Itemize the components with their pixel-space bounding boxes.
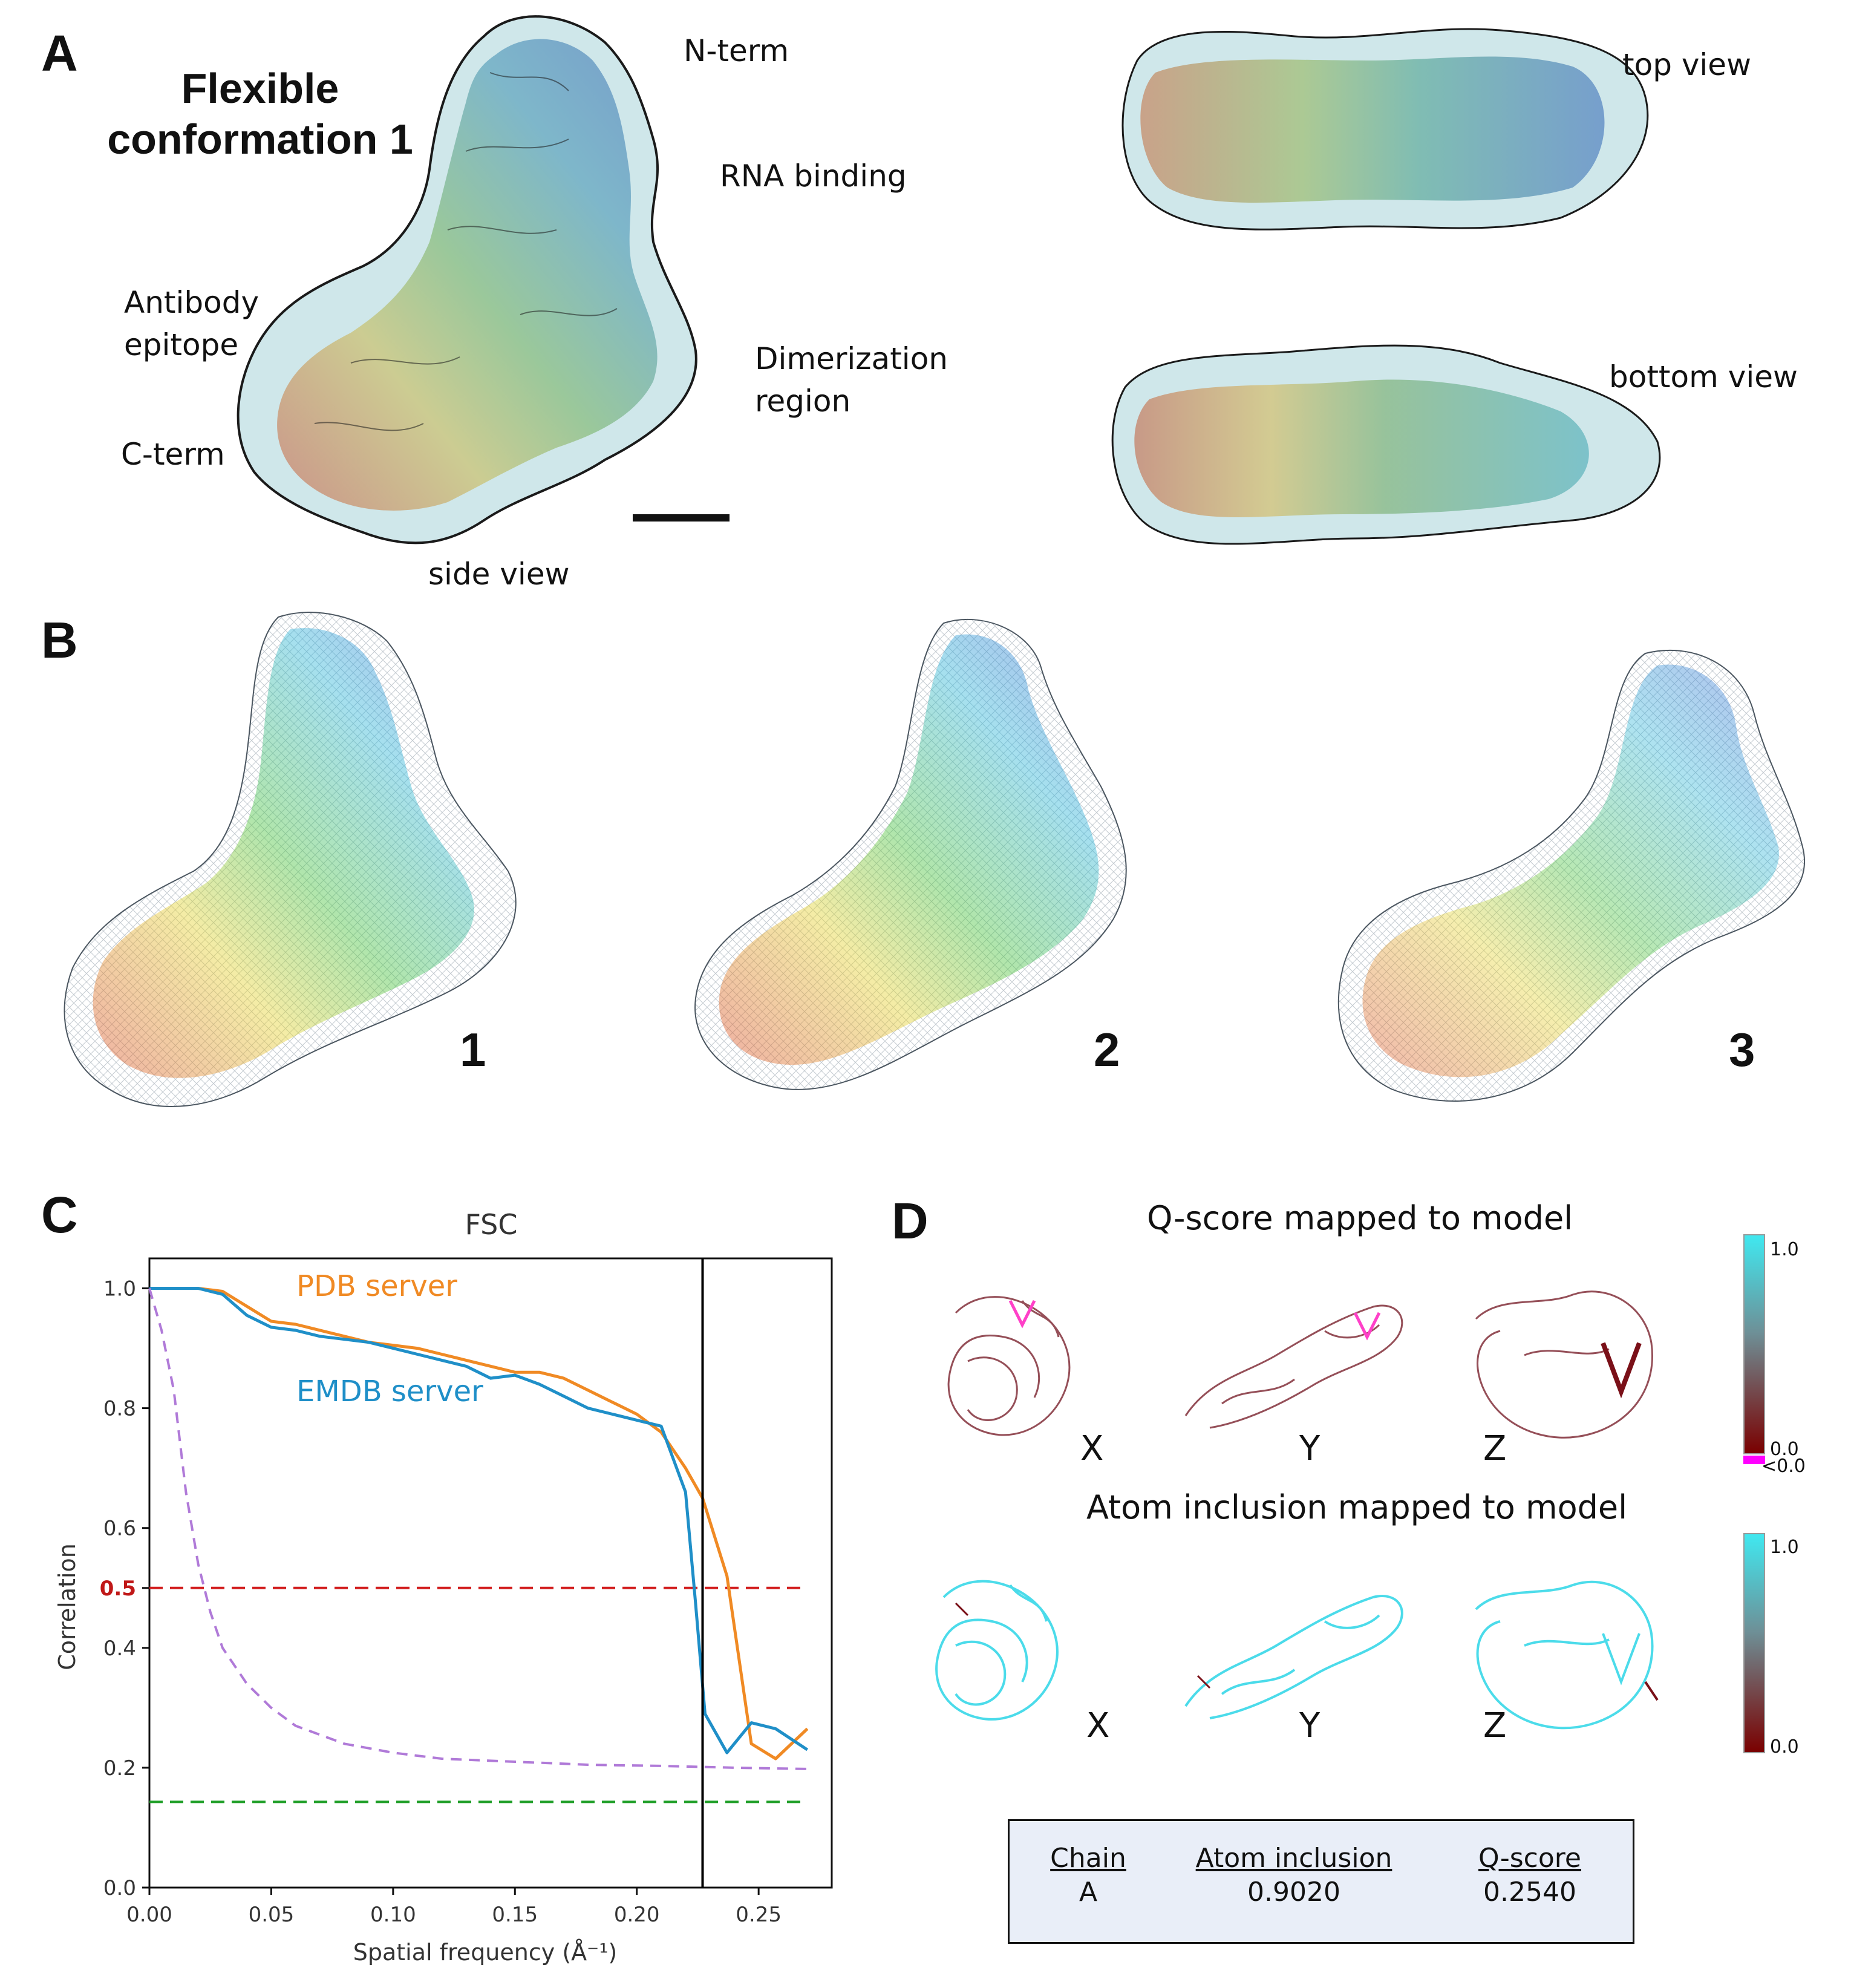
scale-bar: [633, 514, 730, 522]
bottom-view-density-illustration: [1111, 344, 1661, 545]
atom-inclusion-axis-z: Z: [1483, 1706, 1507, 1745]
label-n-term: N-term: [684, 33, 789, 68]
panel-c-letter: C: [41, 1186, 78, 1243]
side-view-density-illustration: [237, 15, 697, 544]
summary-table: Chain A Atom inclusion 0.9020 Q-score 0.…: [1008, 1819, 1634, 1944]
qscore-colorbar-below: <0.0: [1761, 1456, 1806, 1477]
chart-title: FSC: [465, 1208, 518, 1241]
qscore-colorbar-min: 0.0: [1770, 1439, 1799, 1460]
y-tick-label: 0.4: [103, 1637, 136, 1661]
label-dimerization-line-1: Dimerization: [755, 341, 948, 376]
legend-emdb-server: EMDB server: [296, 1375, 483, 1408]
qscore-axis-z: Z: [1483, 1429, 1507, 1468]
qscore-model-z-illustration: [1475, 1290, 1653, 1439]
pdb-server-curve: [149, 1287, 809, 1761]
emdb-server-curve: [149, 1287, 809, 1754]
y-tick-label: 0.2: [103, 1756, 136, 1780]
label-side-view: side view: [428, 557, 570, 592]
table-col-chain: Chain A: [1034, 1842, 1143, 1909]
table-cell-q-score: 0.2540: [1483, 1877, 1576, 1908]
qscore-colorbar-below-swatch: [1743, 1456, 1765, 1464]
plot-frame: [148, 1257, 833, 1889]
conformation-1-label: 1: [460, 1023, 486, 1076]
atom-inclusion-axis-x: X: [1086, 1706, 1110, 1745]
table-col-atom-inclusion: Atom inclusion 0.9020: [1173, 1842, 1415, 1909]
atom-inclusion-model-x-illustration: [935, 1580, 1059, 1721]
table-cell-chain: A: [1079, 1877, 1098, 1908]
panel-a-title-line-1: Flexible: [181, 65, 339, 112]
atom-inclusion-colorbar-max: 1.0: [1770, 1537, 1799, 1558]
table-header-chain: Chain: [1050, 1843, 1126, 1874]
label-dimerization-line-2: region: [755, 384, 851, 419]
panel-d-letter: D: [892, 1192, 929, 1249]
table-header-q-score: Q-score: [1478, 1843, 1581, 1874]
qscore-colorbar-max: 1.0: [1770, 1239, 1799, 1260]
qscore-colorbar: [1743, 1234, 1765, 1454]
x-axis-label: Spatial frequency (Å⁻¹): [353, 1939, 618, 1966]
top-view-density-illustration: [1121, 28, 1649, 231]
table-col-q-score: Q-score 0.2540: [1457, 1842, 1602, 1909]
label-antibody-epitope: Antibody epitope: [124, 281, 259, 366]
label-rna-binding: RNA binding: [720, 159, 907, 194]
label-antibody-epitope-line-1: Antibody: [124, 285, 260, 320]
panel-b-letter: B: [41, 612, 78, 669]
atom-inclusion-axis-y: Y: [1299, 1706, 1321, 1745]
legend: PDB server EMDB server: [296, 1269, 483, 1408]
fsc-chart: FSC 0.00 0.05 0.10 0.15 0.20 0.25 0.0 0.2 0.4 0.5…: [54, 1208, 833, 1966]
qscore-axis-y: Y: [1299, 1429, 1321, 1468]
reference-dashed-curve: [148, 1287, 808, 1770]
y-tick-label: 1.0: [103, 1277, 136, 1301]
label-top-view: top view: [1622, 47, 1751, 82]
atom-inclusion-colorbar-min: 0.0: [1770, 1736, 1799, 1757]
panel-a-title-line-2: conformation 1: [107, 116, 413, 163]
qscore-model-y-illustration: [1184, 1304, 1403, 1429]
panel-a-letter: A: [41, 25, 78, 82]
conformation-2-mesh-illustration: [694, 618, 1127, 1090]
atom-inclusion-model-y-illustration: [1184, 1595, 1403, 1719]
table-cell-atom-inclusion: 0.9020: [1247, 1877, 1340, 1908]
atom-inclusion-title: Atom inclusion mapped to model: [1086, 1488, 1628, 1526]
label-bottom-view: bottom view: [1609, 359, 1798, 394]
conformation-3-mesh-illustration: [1337, 649, 1806, 1102]
conformation-1-mesh-illustration: [64, 612, 517, 1107]
plot-area: 0.00 0.05 0.10 0.15 0.20 0.25 0.0 0.2 0.4 0.5 0.6 0…: [100, 1257, 833, 1927]
x-tick-label: 0.10: [370, 1903, 416, 1927]
panel-a-title: Flexible conformation 1: [91, 63, 429, 165]
qscore-model-x-illustration: [947, 1296, 1071, 1436]
y-tick-label: 0.6: [103, 1517, 136, 1541]
label-dimerization-region: Dimerization region: [755, 338, 948, 422]
x-tick-label: 0.15: [492, 1903, 538, 1927]
x-tick-label: 0.05: [249, 1903, 295, 1927]
legend-pdb-server: PDB server: [296, 1269, 457, 1303]
y-tick-label: 0.0: [103, 1876, 136, 1900]
y-tick-label-highlight: 0.5: [100, 1577, 136, 1601]
conformation-3-label: 3: [1729, 1023, 1755, 1076]
y-axis-label: Correlation: [54, 1543, 80, 1670]
x-tick-label: 0.00: [126, 1903, 172, 1927]
x-tick-label: 0.25: [736, 1903, 782, 1927]
y-tick-label: 0.8: [103, 1397, 136, 1421]
label-c-term: C-term: [121, 437, 225, 472]
qscore-title: Q-score mapped to model: [1147, 1199, 1573, 1237]
atom-inclusion-colorbar: [1743, 1533, 1765, 1753]
x-tick-label: 0.20: [614, 1903, 660, 1927]
atom-inclusion-model-z-illustration: [1475, 1580, 1659, 1730]
conformation-2-label: 2: [1094, 1023, 1120, 1076]
qscore-axis-x: X: [1080, 1429, 1104, 1468]
label-antibody-epitope-line-2: epitope: [124, 327, 239, 362]
table-header-atom-inclusion: Atom inclusion: [1195, 1843, 1392, 1874]
